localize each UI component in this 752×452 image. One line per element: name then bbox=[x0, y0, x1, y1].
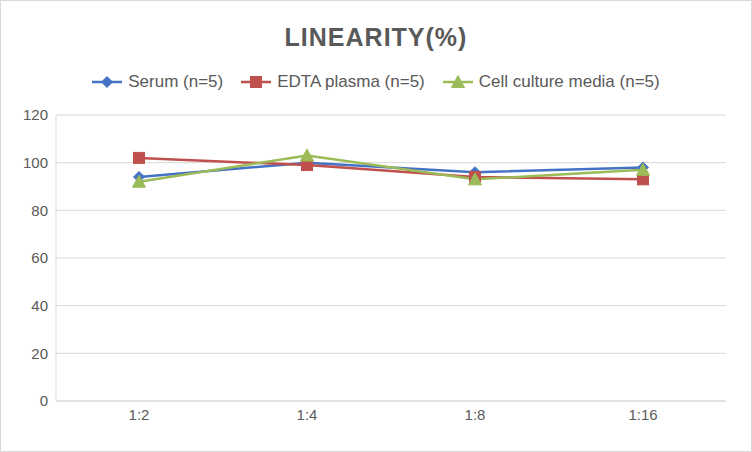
svg-text:1:8: 1:8 bbox=[465, 406, 486, 423]
html-text:EDTA plasma (n=5): EDTA plasma (n=5) bbox=[277, 72, 425, 91]
html-text:Serum (n=5): Serum (n=5) bbox=[128, 72, 224, 91]
svg-text:60: 60 bbox=[31, 249, 48, 266]
svg-text:80: 80 bbox=[31, 202, 48, 219]
svg-text:1:16: 1:16 bbox=[628, 406, 657, 423]
html-text:LINEARITY(%): LINEARITY(%) bbox=[284, 23, 468, 51]
html-text:Cell culture media (n=5): Cell culture media (n=5) bbox=[478, 72, 660, 91]
svg-text:0: 0 bbox=[40, 392, 48, 409]
svg-text:1:2: 1:2 bbox=[129, 406, 150, 423]
svg-text:100: 100 bbox=[23, 154, 48, 171]
svg-text:1:4: 1:4 bbox=[297, 406, 318, 423]
svg-text:40: 40 bbox=[31, 297, 48, 314]
svg-text:120: 120 bbox=[23, 106, 48, 123]
svg-text:20: 20 bbox=[31, 345, 48, 362]
